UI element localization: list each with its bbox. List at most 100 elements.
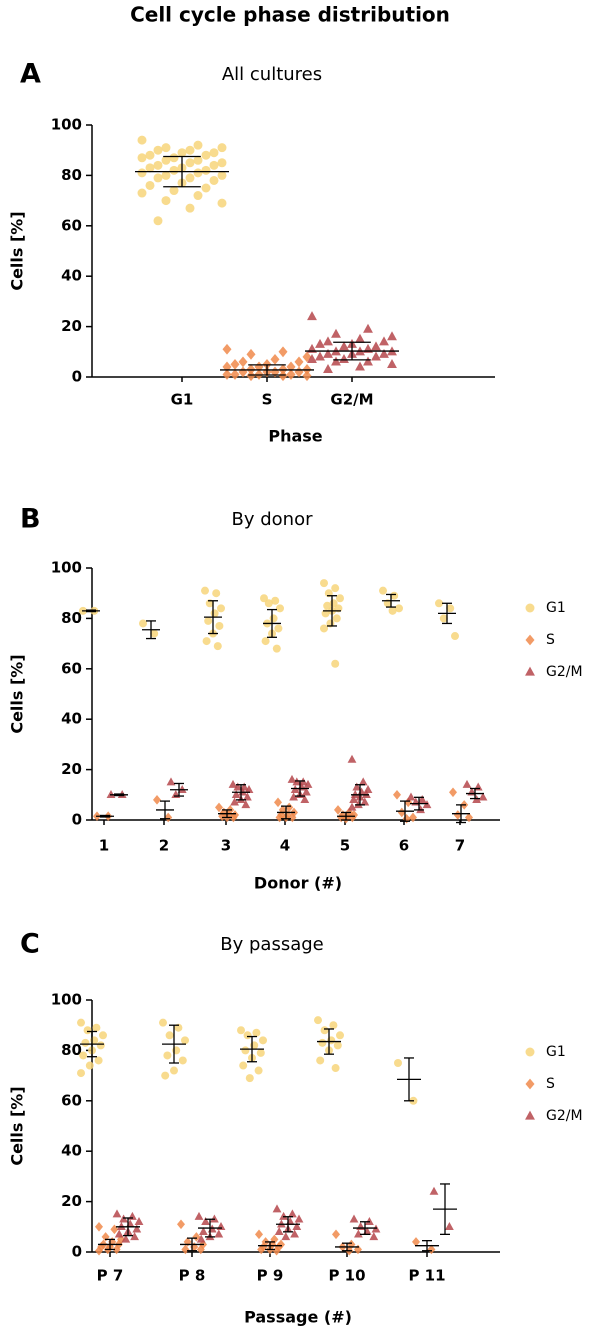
data-point — [334, 805, 342, 815]
data-point — [288, 1209, 297, 1218]
x-tick-label: G1 — [171, 391, 194, 409]
data-point — [300, 795, 310, 804]
y-tick-label: 100 — [51, 991, 82, 1009]
data-point — [153, 795, 161, 805]
data-point — [150, 629, 159, 638]
data-point — [365, 1216, 374, 1225]
data-point — [302, 370, 312, 382]
data-point — [161, 155, 171, 165]
data-point — [229, 812, 238, 823]
data-point — [274, 797, 282, 808]
data-point — [307, 353, 317, 363]
y-tick-label: 100 — [51, 116, 82, 134]
data-point — [212, 589, 221, 598]
data-point — [331, 1064, 340, 1073]
data-point — [349, 795, 358, 804]
data-point — [238, 366, 248, 378]
data-point — [323, 601, 332, 610]
data-point — [290, 1229, 299, 1238]
data-point — [369, 1232, 379, 1241]
data-point — [193, 168, 203, 178]
data-point — [193, 191, 203, 201]
legend-label: G1 — [546, 1044, 566, 1060]
data-point — [215, 802, 223, 813]
data-point — [145, 150, 155, 160]
x-tick-label: 7 — [455, 837, 465, 855]
x-axis-title: Passage (#) — [244, 1308, 352, 1327]
data-point — [274, 624, 283, 633]
data-point — [271, 596, 280, 605]
data-point — [379, 348, 389, 358]
data-point — [185, 145, 195, 155]
x-tick-label: 3 — [221, 837, 231, 855]
data-point — [161, 143, 171, 153]
y-tick-label: 20 — [61, 317, 82, 335]
data-point — [320, 1026, 329, 1035]
data-point — [139, 619, 147, 628]
y-tick-label: 60 — [61, 1091, 82, 1109]
panel-letter: B — [20, 504, 41, 535]
data-point — [331, 659, 340, 668]
data-point — [81, 1038, 90, 1047]
x-tick-label: 1 — [99, 837, 109, 855]
data-point — [96, 1041, 105, 1050]
data-point — [161, 1071, 170, 1080]
data-point — [255, 1229, 263, 1240]
data-point — [435, 599, 443, 608]
legend-label: S — [546, 632, 555, 648]
data-point — [272, 644, 281, 653]
data-point — [244, 784, 254, 793]
data-point — [333, 1041, 342, 1050]
data-point — [320, 579, 328, 588]
data-point — [213, 642, 222, 651]
data-point — [393, 790, 401, 800]
data-point — [336, 594, 344, 603]
data-point — [132, 1224, 142, 1233]
data-point — [159, 1018, 167, 1027]
data-point — [137, 135, 147, 145]
x-axis-title: Donor (#) — [254, 874, 342, 893]
data-point — [320, 624, 328, 633]
data-point — [316, 1056, 325, 1065]
data-point — [276, 604, 284, 613]
data-point — [94, 1056, 103, 1065]
figure-title: Cell cycle phase distribution — [130, 3, 450, 27]
data-point — [259, 1036, 267, 1045]
data-point — [281, 1232, 291, 1241]
legend-label: G2/M — [546, 1108, 583, 1124]
y-axis-title: Cells [%] — [8, 654, 27, 733]
data-point — [246, 370, 256, 382]
data-point — [163, 1051, 172, 1060]
data-point — [465, 812, 473, 823]
data-point — [153, 145, 163, 155]
y-tick-label: 40 — [61, 1142, 82, 1160]
data-point — [99, 1031, 107, 1040]
x-tick-label: G2/M — [330, 391, 373, 409]
data-point — [128, 1211, 137, 1220]
data-point — [354, 1244, 362, 1255]
panel-letter: A — [20, 59, 41, 90]
data-point — [355, 333, 365, 343]
data-point — [394, 1059, 402, 1067]
data-point — [194, 1211, 204, 1220]
data-point — [287, 774, 297, 783]
data-point — [185, 203, 195, 213]
x-tick-label: S — [262, 391, 273, 409]
data-point — [451, 632, 459, 641]
data-point — [397, 807, 406, 818]
y-tick-label: 20 — [61, 1192, 82, 1210]
data-point — [210, 609, 219, 618]
data-point — [215, 621, 224, 630]
x-tick-label: 5 — [340, 837, 350, 855]
data-point — [439, 614, 448, 623]
data-point — [153, 173, 163, 183]
data-point — [371, 351, 381, 361]
data-point — [79, 1051, 88, 1060]
data-point — [209, 148, 219, 158]
data-point — [332, 1229, 340, 1240]
y-tick-label: 40 — [61, 710, 82, 728]
data-point — [449, 787, 457, 798]
data-point — [318, 1038, 327, 1047]
data-point — [269, 614, 278, 623]
